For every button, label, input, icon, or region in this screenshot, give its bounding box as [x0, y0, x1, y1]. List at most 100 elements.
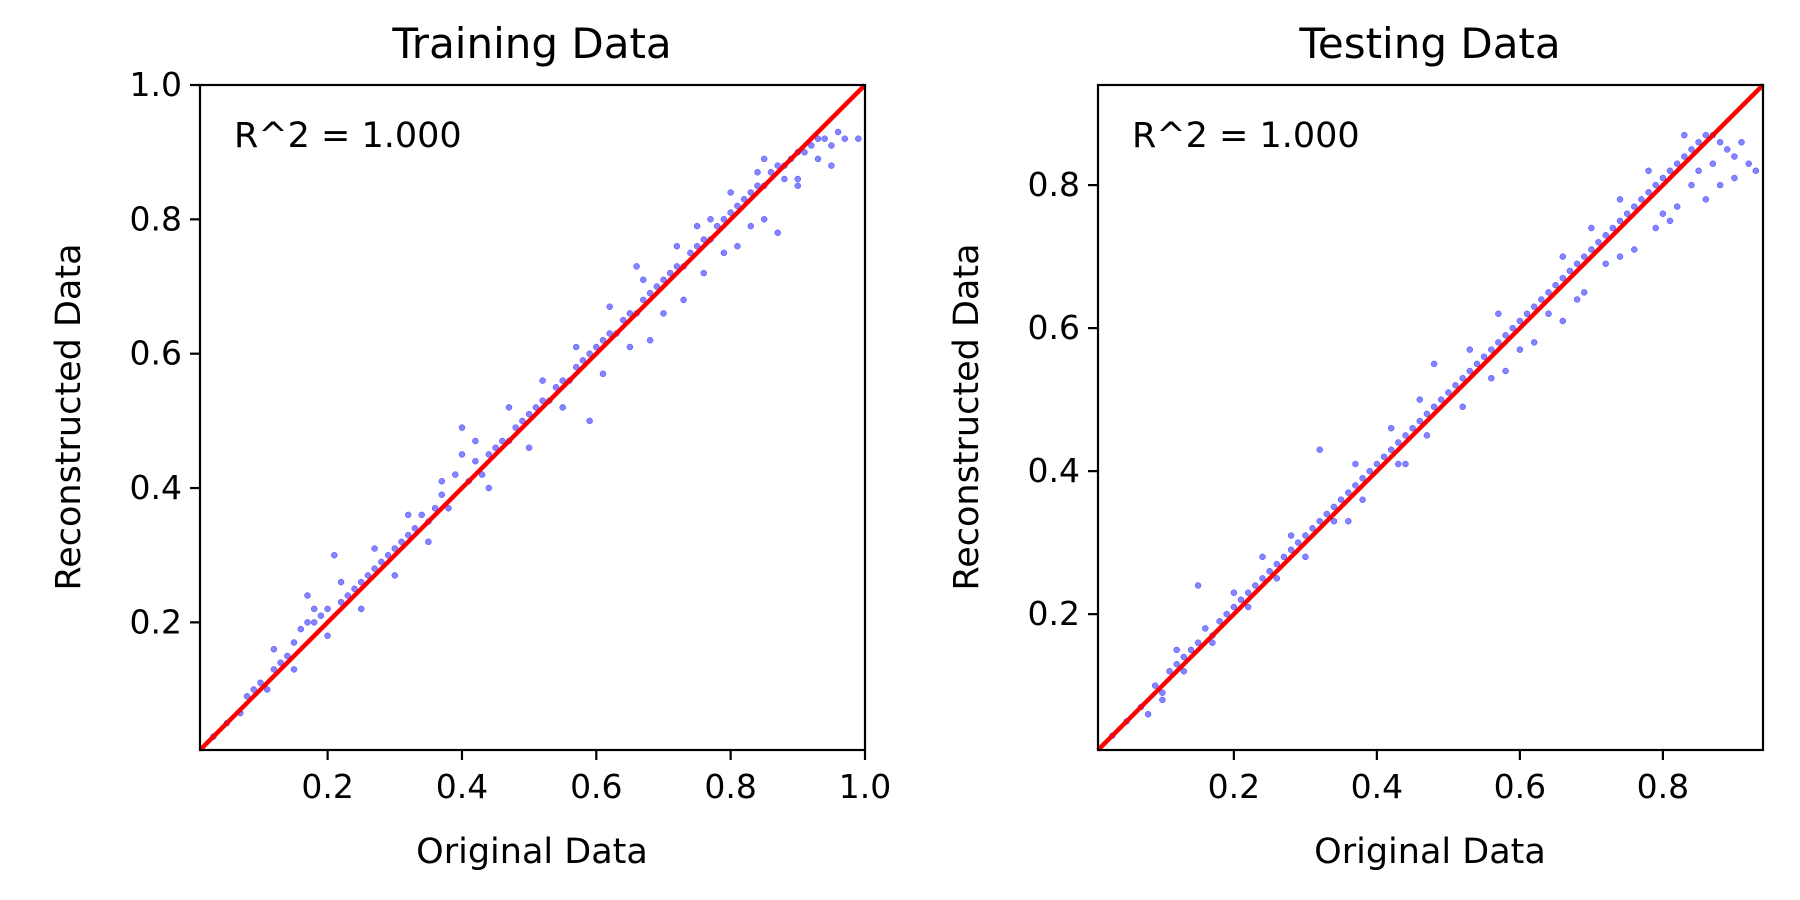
training-point-120	[337, 578, 345, 586]
training-point-12	[304, 619, 311, 626]
testing-point-93	[1631, 246, 1638, 253]
testing-point-71	[1631, 203, 1638, 210]
training-point-115	[357, 605, 365, 613]
testing-x-tick-label-0: 0.2	[1208, 767, 1260, 806]
training-point-54	[572, 363, 580, 371]
training-point-79	[740, 195, 748, 203]
training-point-21	[357, 578, 365, 586]
training-y-tick-label-4: 1.0	[130, 65, 182, 104]
testing-point-64	[1580, 253, 1588, 260]
testing-point-135	[1502, 367, 1509, 375]
training-point-28	[404, 531, 412, 539]
training-point-135	[814, 155, 822, 163]
training-point-35	[452, 471, 459, 478]
training-x-tick-label-2: 0.6	[570, 767, 622, 806]
testing-point-102	[1359, 496, 1366, 503]
testing-point-52	[1495, 339, 1502, 346]
testing-point-97	[1516, 346, 1524, 353]
testing-point-57	[1530, 303, 1538, 310]
training-point-46	[519, 417, 526, 425]
training-point-3	[243, 693, 251, 700]
training-point-89	[808, 142, 815, 149]
training-point-57	[593, 343, 600, 351]
training-point-37	[458, 424, 466, 431]
training-point-92	[828, 142, 835, 149]
training-point-55	[579, 357, 587, 364]
training-x-tick-label-0: 0.2	[301, 767, 353, 806]
training-r2-annotation: R^2 = 1.000	[234, 116, 462, 156]
training-reference-line	[198, 83, 867, 752]
testing-point-28	[1323, 510, 1331, 518]
training-point-101	[700, 269, 708, 277]
testing-point-54	[1509, 324, 1516, 332]
testing-point-22	[1280, 553, 1288, 561]
training-point-119	[310, 605, 318, 613]
training-point-71	[687, 249, 694, 257]
testing-point-128	[1466, 346, 1474, 353]
training-point-127	[572, 343, 580, 351]
training-point-112	[559, 404, 566, 411]
testing-point-95	[1580, 289, 1588, 296]
testing-y-tick-label-0: 0.2	[1028, 594, 1080, 633]
training-point-43	[499, 437, 506, 445]
testing-point-40	[1409, 424, 1416, 432]
testing-point-25	[1302, 532, 1309, 539]
testing-point-132	[1259, 553, 1266, 561]
testing-point-88	[1738, 138, 1745, 146]
training-point-80	[747, 189, 755, 196]
training-point-39	[472, 457, 479, 465]
testing-point-43	[1430, 403, 1438, 411]
testing-point-131	[1287, 532, 1295, 539]
training-point-33	[438, 491, 446, 498]
training-point-40	[478, 471, 486, 478]
testing-point-92	[1652, 224, 1659, 232]
testing-point-115	[1559, 317, 1567, 325]
testing-point-66	[1595, 239, 1602, 246]
testing-axes-frame	[1096, 83, 1765, 752]
training-point-24	[378, 558, 385, 566]
training-point-90	[814, 135, 822, 142]
testing-point-120	[1731, 174, 1738, 182]
testing-point-100	[1423, 432, 1431, 439]
testing-point-105	[1273, 575, 1281, 582]
testing-x-tick-label-1: 0.4	[1351, 767, 1403, 806]
testing-point-130	[1352, 460, 1359, 468]
training-x-axis-label: Original Data	[416, 832, 648, 872]
testing-point-106	[1244, 603, 1252, 611]
testing-point-84	[1723, 146, 1731, 153]
training-point-98	[586, 417, 593, 425]
testing-point-17	[1244, 589, 1252, 596]
training-point-49	[539, 397, 546, 404]
testing-point-99	[1459, 403, 1466, 411]
testing-point-77	[1673, 160, 1681, 167]
training-point-27	[398, 538, 405, 546]
testing-reference-line	[1096, 83, 1765, 752]
training-point-83	[767, 169, 775, 176]
training-point-30	[418, 511, 425, 519]
training-point-136	[828, 162, 835, 169]
training-point-42	[492, 444, 499, 451]
training-x-ticks: 0.2 0.4 0.6 0.8 1.0	[301, 750, 891, 806]
training-point-126	[539, 377, 546, 384]
testing-title: Testing Data	[1298, 19, 1560, 68]
testing-point-48	[1466, 367, 1474, 375]
training-point-76	[720, 216, 728, 223]
training-point-114	[391, 572, 399, 579]
training-point-104	[760, 216, 768, 223]
training-point-6	[263, 686, 271, 693]
training-point-19	[344, 592, 352, 599]
testing-point-30	[1337, 496, 1345, 503]
testing-point-56	[1523, 310, 1531, 318]
testing-point-76	[1666, 167, 1674, 175]
testing-point-36	[1380, 453, 1388, 461]
training-point-131	[693, 222, 701, 230]
testing-point-137	[1616, 253, 1624, 260]
training-point-110	[485, 484, 493, 492]
training-point-97	[646, 337, 654, 344]
testing-point-112	[1416, 396, 1424, 403]
training-x-tick-label-4: 1.0	[839, 767, 891, 806]
training-point-61	[619, 316, 627, 324]
testing-point-124	[1616, 196, 1624, 203]
testing-point-78	[1681, 153, 1688, 160]
